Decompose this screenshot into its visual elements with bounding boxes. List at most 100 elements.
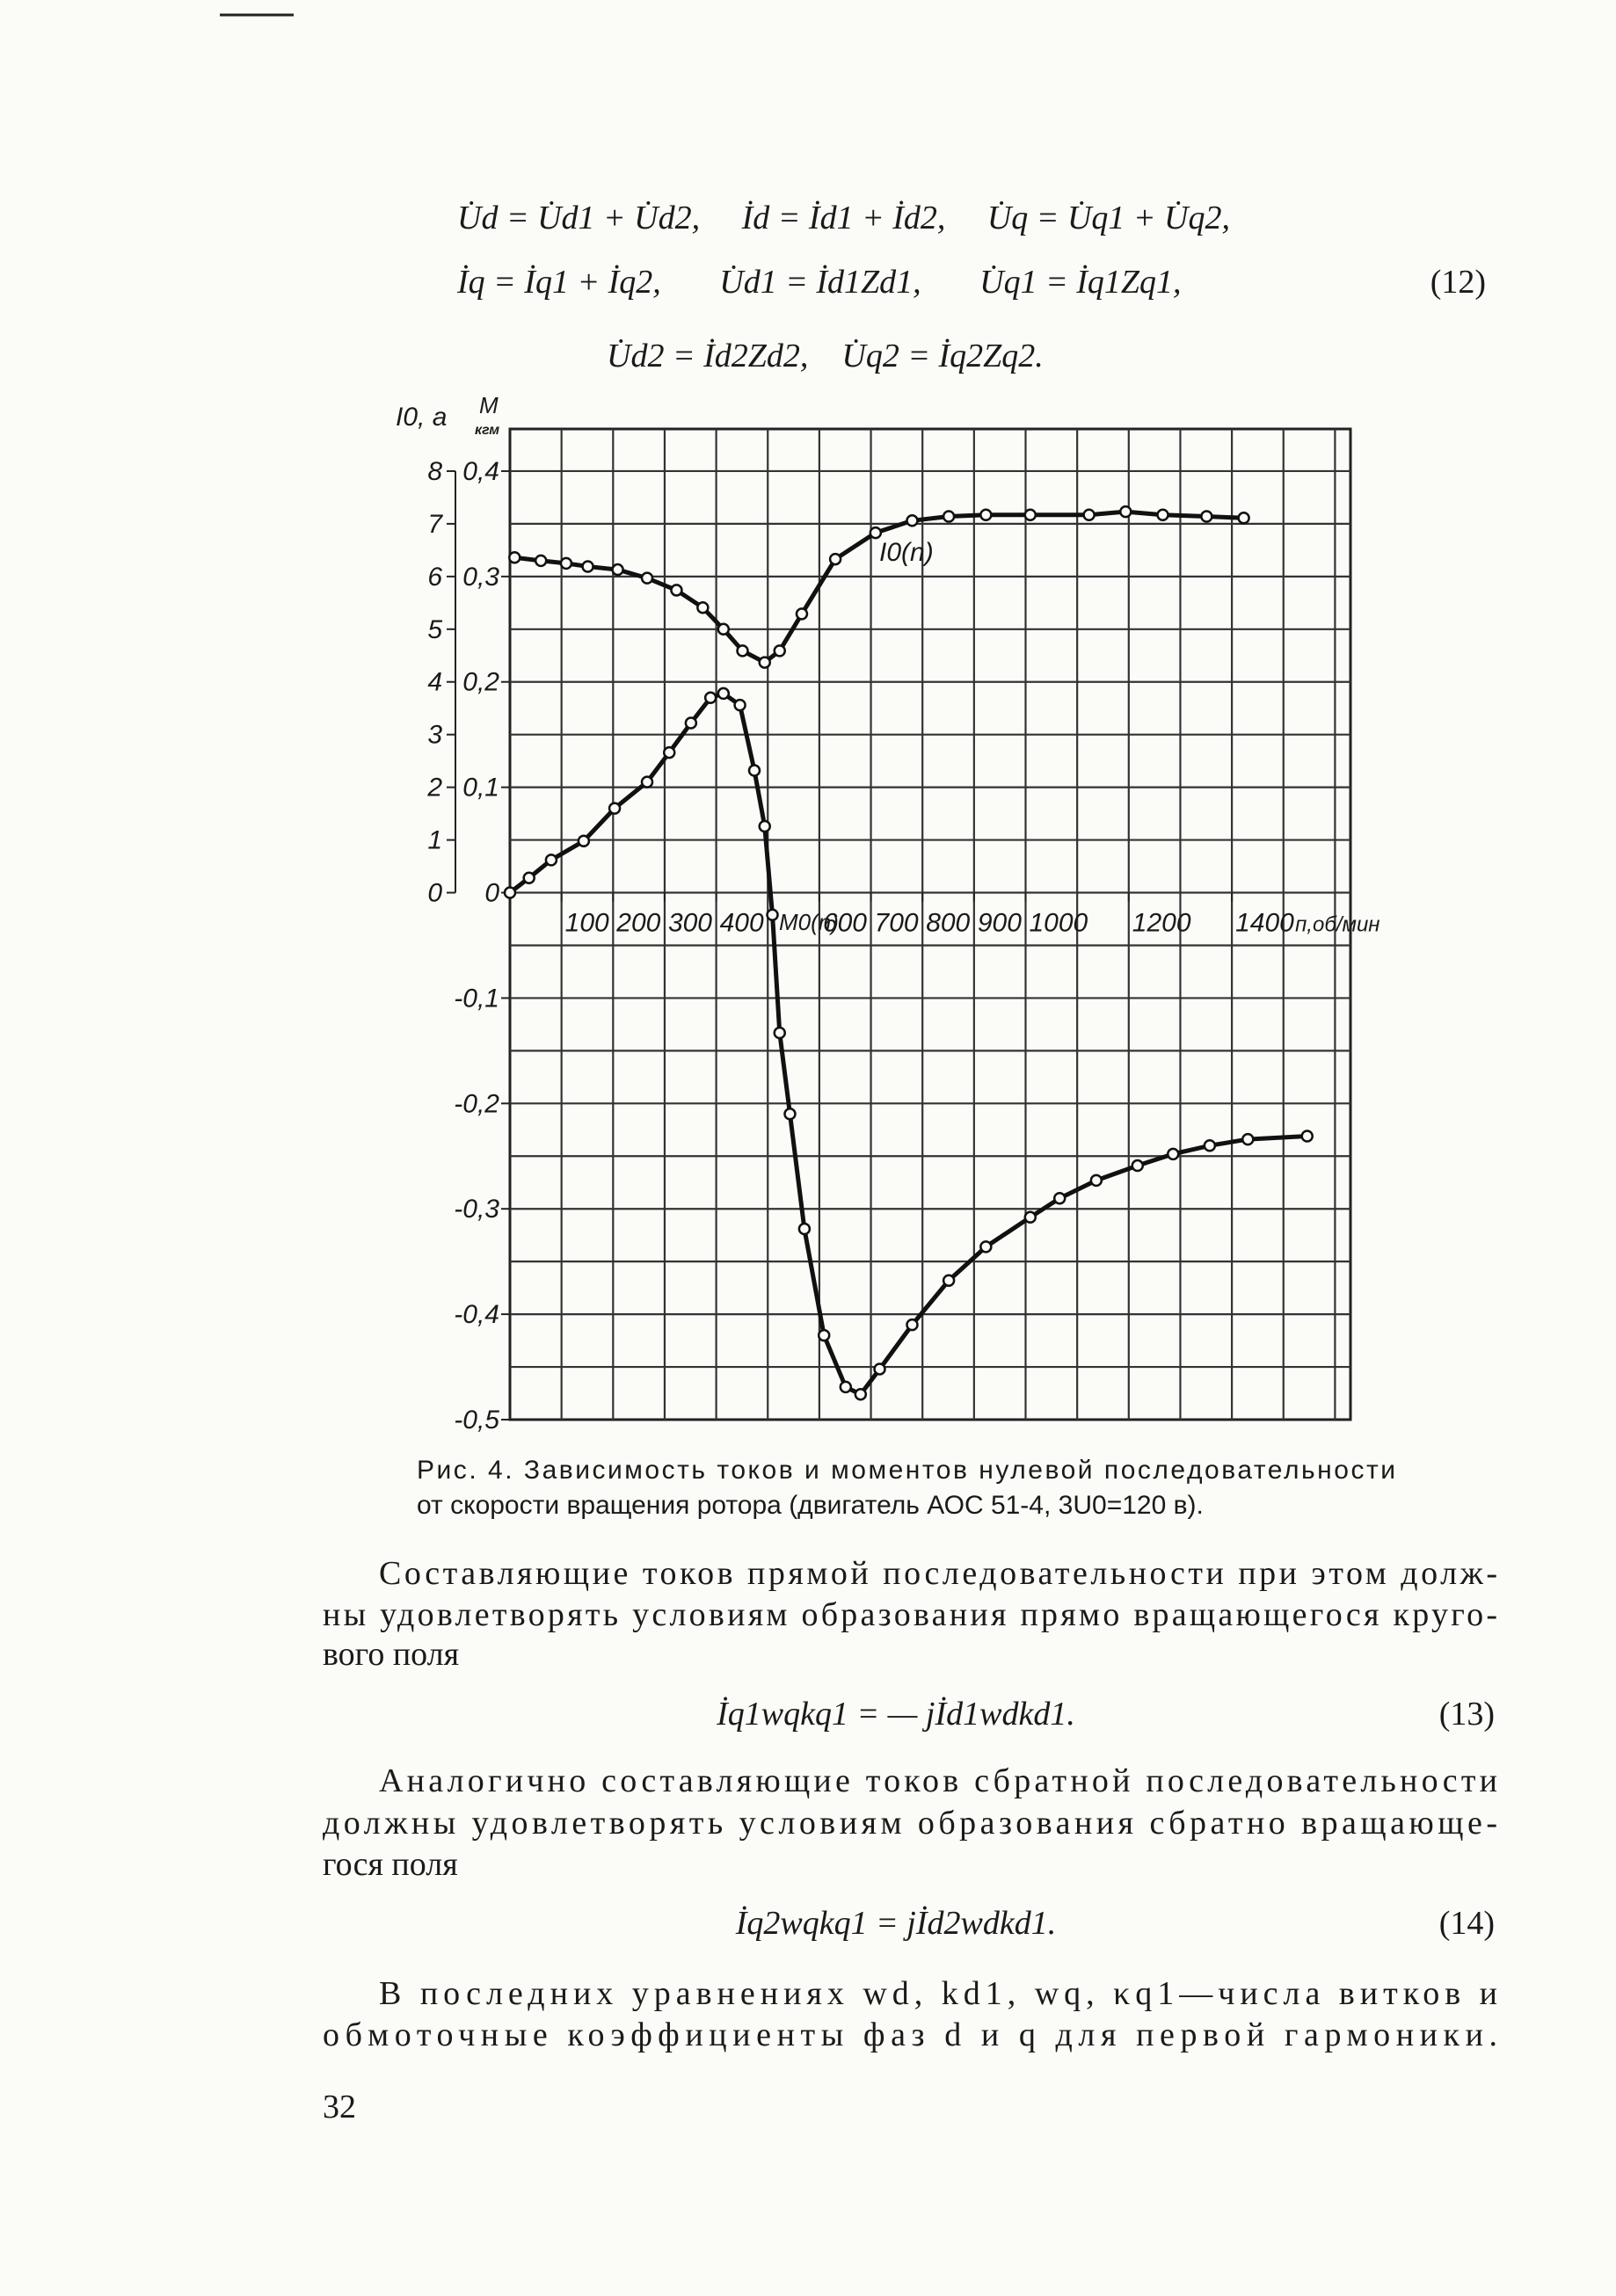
data-point (703, 691, 717, 704)
y2-tick-label: 0 (427, 879, 442, 908)
data-point (758, 819, 771, 833)
x-tick-label: 900 (978, 909, 1022, 938)
x-tick-label: 1000 (1030, 909, 1088, 938)
data-point (1023, 508, 1037, 521)
equation: İq2wqkq1 = jİd2wdkd1. (735, 1905, 1056, 1942)
data-point (640, 571, 654, 585)
data-point (979, 1240, 993, 1253)
x-axis-label: п,об/мин (1295, 913, 1379, 937)
series-line (508, 691, 1307, 1397)
caption-line: Рис. 4. Зависимость токов и моментов нул… (417, 1456, 1395, 1485)
x-tick-label: 400 (720, 909, 764, 938)
y2-tick-label: 5 (427, 615, 442, 644)
y-tick-label: 0,4 (462, 457, 499, 486)
y-tick-label: -0,4 (454, 1300, 499, 1329)
y2-axis-label: I0, a (396, 403, 447, 432)
y2-tick-label: 2 (426, 774, 442, 803)
paragraph-line: Аналогично составляющие токов сбратной п… (379, 1762, 1497, 1799)
y2-tick-label: 3 (427, 721, 442, 750)
series-label: I0(n) (879, 538, 934, 567)
data-point (544, 854, 558, 867)
data-point (733, 698, 746, 712)
y-axis-label: M (479, 392, 499, 418)
equation-line: İq = İq1 + İq2, U̇d1 = İd1Zd1, U̇q1 = İq… (456, 264, 1182, 301)
chart: 100 200 300 400 600 7 0 0 800 900 1000 1200 1400 п,об… (396, 392, 1380, 1435)
data-point (736, 644, 749, 658)
equation-line: U̇d2 = İd2Zd2, U̇q2 = İq2Zq2. (607, 338, 1044, 374)
x-tick-label: 800 (926, 909, 970, 938)
data-point (1156, 508, 1169, 521)
data-point (662, 745, 676, 759)
data-point (577, 834, 591, 848)
equation: İq1wqkq1 = — jİd1wdkd1. (716, 1696, 1075, 1733)
x-tick-label: 1200 (1132, 909, 1191, 938)
data-point (797, 1222, 812, 1236)
data-point (942, 510, 956, 523)
data-point (522, 871, 535, 884)
x-tick-label: 300 (668, 909, 712, 938)
paragraph-line: обмоточные коэффициенты фаз d и q для пе… (323, 2016, 1497, 2053)
y2-tick-label: 1 (427, 826, 442, 855)
data-point (503, 886, 517, 899)
data-point (817, 1328, 831, 1342)
data-point (1200, 510, 1213, 523)
page-number: 32 (323, 2089, 356, 2125)
equation-number: (12) (1430, 264, 1486, 301)
data-point (1119, 505, 1132, 519)
data-point (608, 802, 622, 815)
plot-frame (508, 427, 1352, 1421)
data-point (942, 1274, 956, 1287)
y2-tick-label: 7 (427, 510, 443, 539)
y-tick-label: 0,2 (462, 668, 499, 697)
data-point (1300, 1130, 1314, 1143)
data-point (670, 584, 683, 597)
y-tick-label: -0,1 (454, 984, 499, 1013)
data-point (1237, 512, 1250, 525)
x-tick-label: 1400 (1235, 909, 1294, 938)
data-point (773, 1026, 786, 1040)
data-point (717, 622, 731, 636)
data-point (766, 908, 779, 921)
equation-number: (14) (1439, 1905, 1495, 1942)
x-tick-label: 600 (823, 909, 867, 938)
data-point (906, 514, 919, 527)
y-tick-label: 0 (484, 879, 499, 908)
data-point (508, 551, 521, 564)
data-point (869, 526, 883, 540)
y-tick-label: 0,3 (462, 563, 499, 592)
y-axis-unit: кгм (475, 423, 499, 438)
y-tick-label: -0,2 (454, 1089, 499, 1118)
data-point (747, 764, 761, 777)
data-point (684, 716, 698, 730)
data-point (828, 552, 842, 566)
data-point (717, 687, 731, 701)
data-point (611, 563, 624, 577)
data-point (1241, 1132, 1255, 1146)
data-point (758, 656, 771, 669)
data-point (906, 1318, 919, 1332)
data-point (854, 1387, 868, 1401)
equation-line: U̇d = U̇d1 + U̇d2, İd = İd1 + İd2, U̇q =… (457, 200, 1230, 236)
data-point (1131, 1159, 1145, 1173)
equation-number: (13) (1439, 1696, 1495, 1733)
paragraph-line: В последних уравнениях wd, kd1, wq, κq1—… (379, 1975, 1497, 2012)
paragraph-line: гося поля (323, 1846, 458, 1883)
data-point (979, 508, 993, 521)
data-point (1082, 508, 1096, 521)
y2-tick-label: 8 (427, 457, 442, 486)
data-point (773, 644, 786, 658)
paragraph-line: вого поля (323, 1636, 459, 1673)
y-tick-label: -0,3 (454, 1195, 499, 1224)
data-point (795, 607, 809, 621)
paragraph-line: ны удовлетворять условиям образования пр… (323, 1596, 1497, 1633)
y2-tick-label: 4 (427, 668, 442, 697)
paragraph-line: Составляющие токов прямой последовательн… (379, 1555, 1497, 1592)
data-point (1166, 1147, 1180, 1161)
x-tick-label: 100 (565, 909, 609, 938)
data-point (534, 554, 548, 568)
data-point (696, 600, 710, 614)
x-tick-label: 200 (615, 909, 660, 938)
caption-line: от скорости вращения ротора (двигатель А… (417, 1491, 1204, 1520)
y-tick-label: -0,5 (454, 1406, 499, 1435)
